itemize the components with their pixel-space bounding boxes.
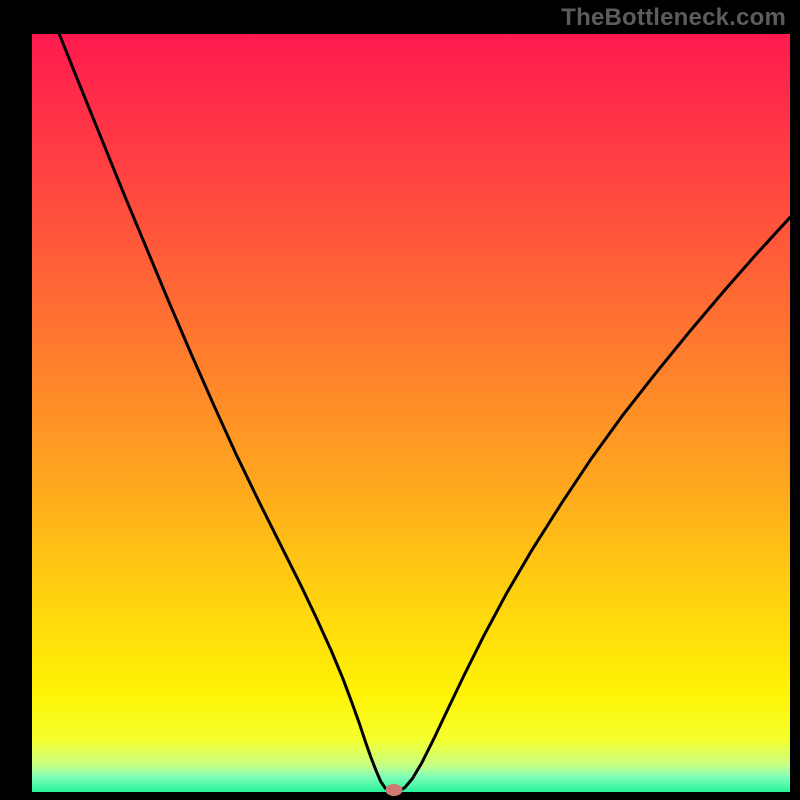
watermark-text: TheBottleneck.com (561, 4, 786, 32)
chart-frame: TheBottleneck.com (0, 0, 800, 800)
optimum-marker (386, 784, 403, 796)
bottleneck-curve (0, 0, 800, 800)
